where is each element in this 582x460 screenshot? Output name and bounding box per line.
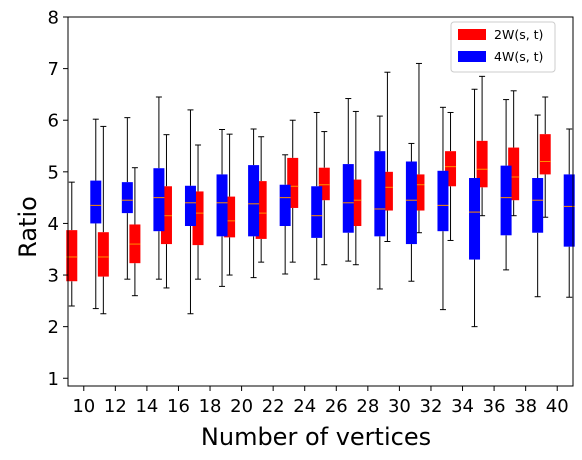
box-2w-20: [224, 196, 236, 238]
box-4w-12: [121, 182, 133, 214]
box-2w-24: [287, 157, 299, 208]
box-4w-36: [500, 165, 512, 236]
x-tick-label-34: 34: [451, 396, 474, 417]
box-4w-14: [153, 168, 165, 232]
legend-label-2w: 2W(s, t): [494, 27, 543, 42]
x-tick-label-18: 18: [199, 396, 222, 417]
y-tick-label-6: 6: [48, 111, 59, 132]
x-tick-label-22: 22: [262, 396, 285, 417]
plot-area: [66, 62, 575, 328]
x-tick-label-26: 26: [325, 396, 348, 417]
y-tick-label-1: 1: [48, 369, 59, 390]
box-2w-34: [445, 151, 457, 187]
y-tick-label-3: 3: [48, 266, 59, 287]
box-2w-36: [476, 140, 488, 188]
legend-swatch-4w: [458, 51, 486, 62]
x-tick-label-28: 28: [356, 396, 379, 417]
y-axis-label: Ratio: [14, 196, 42, 258]
box-4w-30: [405, 161, 417, 245]
x-tick-label-36: 36: [483, 396, 506, 417]
box-4w-22: [279, 184, 291, 227]
box-4w-32: [437, 170, 449, 232]
box-4w-34: [469, 178, 481, 260]
box-2w-26: [318, 167, 330, 201]
box-4w-28: [374, 151, 386, 237]
box-2w-40: [539, 134, 551, 175]
x-tick-label-38: 38: [514, 396, 537, 417]
x-tick-label-40: 40: [546, 396, 569, 417]
y-tick-label-7: 7: [48, 59, 59, 80]
box-4w-18: [216, 174, 228, 237]
box-2w-38: [508, 147, 520, 201]
x-tick-label-10: 10: [72, 396, 95, 417]
x-tick-label-30: 30: [388, 396, 411, 417]
box-2w-28: [350, 179, 362, 227]
box-4w-16: [184, 185, 196, 227]
y-tick-label-4: 4: [48, 214, 59, 235]
box-4w-24: [311, 186, 323, 238]
box-2w-10: [66, 230, 78, 282]
box-2w-12: [97, 232, 109, 277]
box-2w-18: [192, 191, 204, 246]
plot-frame: [67, 16, 574, 387]
x-tick-label-32: 32: [420, 396, 443, 417]
x-tick-label-12: 12: [104, 396, 127, 417]
legend-label-4w: 4W(s, t): [494, 49, 543, 64]
box-4w-40: [563, 174, 575, 247]
x-tick-label-14: 14: [135, 396, 158, 417]
box-4w-20: [248, 165, 260, 237]
box-4w-10: [90, 180, 102, 224]
y-tick-label-2: 2: [48, 317, 59, 338]
y-tick-label-5: 5: [48, 162, 59, 183]
x-tick-label-24: 24: [293, 396, 316, 417]
box-2w-22: [255, 181, 267, 239]
x-tick-label-16: 16: [167, 396, 190, 417]
y-tick-label-8: 8: [48, 8, 59, 29]
box-4w-26: [342, 164, 354, 233]
box-4w-38: [532, 178, 544, 233]
legend-swatch-2w: [458, 29, 486, 40]
box-2w-30: [381, 171, 393, 211]
legend: 2W(s, t) 4W(s, t): [450, 21, 556, 73]
box-2w-16: [160, 186, 172, 245]
x-axis-label: Number of vertices: [201, 423, 431, 451]
x-tick-label-20: 20: [230, 396, 253, 417]
box-2w-32: [413, 174, 425, 211]
